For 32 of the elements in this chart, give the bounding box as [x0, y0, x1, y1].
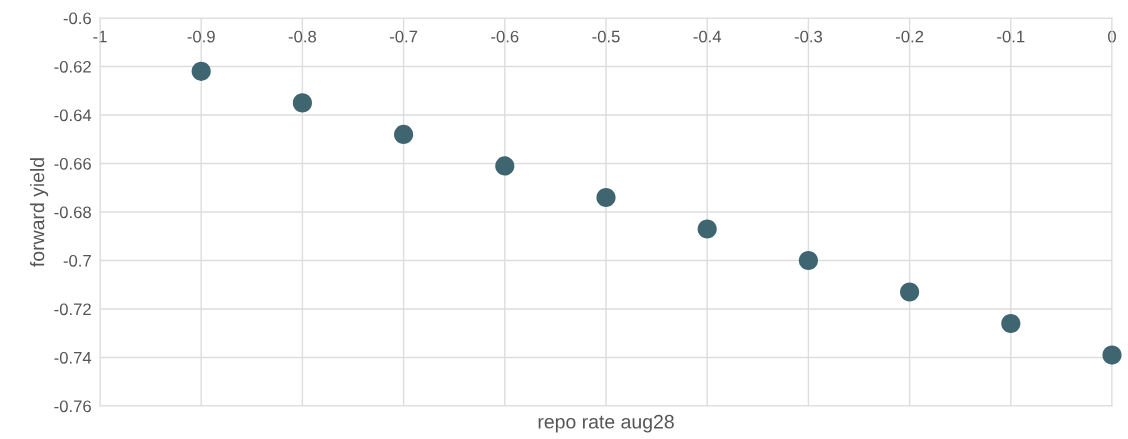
point — [1001, 313, 1021, 334]
y-tick-label: -0.68 — [54, 206, 91, 219]
y-tick-label: -0.74 — [54, 351, 92, 364]
x-tick-label: -0.2 — [895, 30, 924, 43]
point — [697, 219, 717, 239]
y-tick-label: -0.66 — [54, 157, 91, 170]
x-tick-label: -0.9 — [187, 30, 215, 43]
x-tick-label: -0.1 — [997, 30, 1025, 43]
point — [1102, 345, 1122, 365]
y-tick-label: -0.6 — [63, 12, 91, 25]
y-tick-label: -0.64 — [54, 109, 92, 122]
point — [394, 124, 414, 144]
point — [798, 250, 818, 271]
y-tick-label: -0.76 — [54, 400, 91, 413]
x-tick-label: -0.7 — [389, 30, 418, 43]
x-tick-label: -0.4 — [693, 30, 722, 43]
point — [495, 156, 515, 176]
x-axis-title: repo rate aug28 — [538, 414, 674, 433]
y-axis-title: forward yield — [30, 158, 49, 267]
x-tick-label: -0.8 — [288, 30, 317, 43]
x-tick-label: -0.6 — [491, 30, 519, 43]
point — [596, 187, 616, 208]
x-tick-label: -0.3 — [794, 30, 823, 43]
x-tick-label: -1 — [93, 30, 107, 43]
y-tick-label: -0.7 — [63, 254, 91, 267]
point — [900, 282, 920, 302]
y-tick-label: -0.72 — [54, 303, 91, 316]
point — [292, 93, 312, 113]
x-tick-label: -0.5 — [592, 30, 620, 43]
x-tick-label: 0 — [1108, 30, 1116, 43]
y-tick-label: -0.62 — [54, 60, 91, 73]
point — [191, 61, 211, 81]
